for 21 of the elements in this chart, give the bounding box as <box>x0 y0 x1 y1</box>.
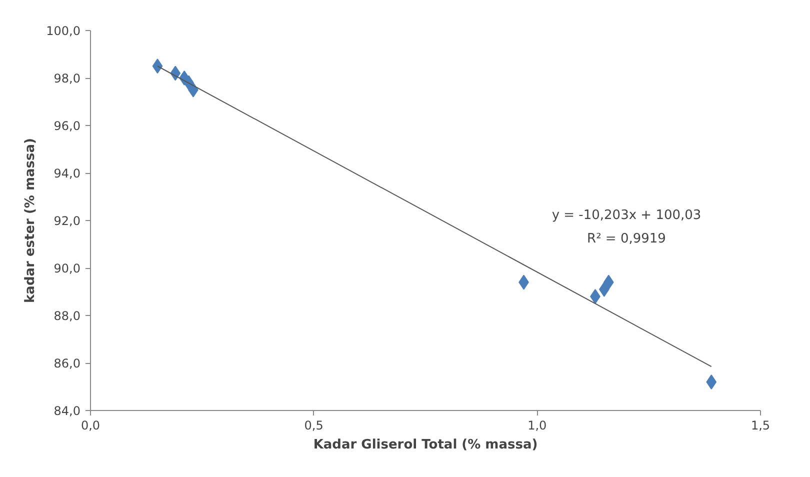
point <box>603 274 614 290</box>
y-tick-label: 84,0 <box>54 404 80 418</box>
y-tick-label: 96,0 <box>54 119 80 133</box>
y-axis-title: kadar ester (% massa) <box>23 138 38 303</box>
point <box>590 289 600 304</box>
annotation: R² = 0,9919 <box>587 232 666 247</box>
y-tick-label: 92,0 <box>54 214 80 228</box>
y-tick-label: 86,0 <box>54 356 80 370</box>
y-tick-label: 100,0 <box>46 24 81 38</box>
x-tick-label: 1,0 <box>528 418 547 432</box>
x-axis-title: Kadar Gliserol Total (% massa) <box>313 438 538 452</box>
point <box>706 374 717 390</box>
x-tick-label: 0,5 <box>304 418 324 432</box>
x-tick-label: 0,0 <box>80 418 100 432</box>
y-tick-label: 90,0 <box>54 262 80 276</box>
annotation: y = -10,203x + 100,03 <box>552 208 702 223</box>
x-tick-label: 1,5 <box>750 418 770 432</box>
point <box>152 58 163 74</box>
y-tick-label: 98,0 <box>54 72 80 86</box>
y-tick-label: 94,0 <box>54 166 80 180</box>
y-tick-label: 88,0 <box>54 309 80 323</box>
